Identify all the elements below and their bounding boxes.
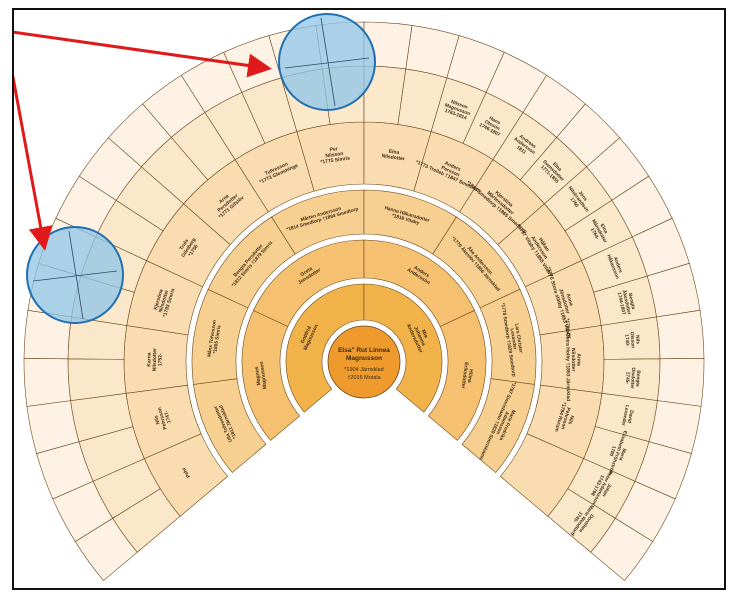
ring-parents-segment[interactable] (285, 283, 365, 413)
ring-gen5-segment[interactable] (67, 358, 127, 401)
root-died: †2016 Motala (347, 375, 381, 381)
gen4-label: Pehr (181, 466, 192, 479)
gen4-label: NilsPehrsson1747- (151, 405, 174, 432)
root-name: Elsa" Rut Linnea Magnusson (338, 347, 390, 362)
gen4-label: KarnaNilsdotter1752- (146, 348, 163, 372)
grandparent-label: MagnusMagnusson (253, 361, 268, 390)
root-circle[interactable] (327, 325, 401, 399)
grandparent-label: HilmaEriksdotter (460, 362, 475, 390)
ring-gen6-segment[interactable] (590, 517, 654, 581)
fan-chart: GottfridMagnusson MiaJohannaAndersdotterM… (14, 13, 705, 581)
gen4-label: PerNilsson*1775 Simris (319, 145, 351, 166)
highlights (26, 13, 376, 324)
ring-grandparents-segment[interactable] (427, 310, 487, 441)
ring-great-grandparents-segment[interactable] (461, 378, 535, 473)
highlight-divider (68, 230, 84, 320)
gen4-label: AnnaNilsdotter*1782 Östra Holby †1853 Jä… (564, 318, 582, 401)
gen5-label: NilsOlsson1740- (623, 331, 641, 349)
gen5-label: NilssonMagnusson1763-1814 (442, 97, 473, 122)
gen5-label: AndreasAndersson1811 (509, 132, 539, 160)
gen5-label: BengtaOlsdotter1745- (624, 367, 642, 389)
gen4-label: ArnePersdotter*1771 Gifslöv (210, 187, 245, 220)
root-born: *1904 Järnsklad (344, 367, 383, 373)
image-frame: GottfridMagnusson MiaJohannaAndersdotter M… (12, 8, 726, 590)
gen5-label: ElnaMånsdotter1764- (586, 216, 613, 247)
ring-gen6-segment[interactable] (23, 357, 71, 407)
highlight-divider (32, 270, 118, 282)
ring-gen6-segment[interactable] (656, 309, 705, 360)
root-person[interactable]: Elsa" Rut Linnea Magnusson *1904 Järnskla… (327, 325, 401, 399)
gen5-label: DavidLexander (620, 404, 635, 427)
arrows (14, 30, 272, 251)
highlight-divider (284, 57, 370, 69)
arrow-to-left-circle (14, 74, 53, 251)
highlight-circle-left (26, 226, 124, 324)
highlight-circle-top (278, 13, 376, 111)
gen4-label: ElnaNilsdotter (381, 148, 406, 163)
gen5-label: BengtaÅkesdotter1744-1807 (615, 288, 637, 316)
ring-gen6-segment[interactable] (657, 357, 705, 407)
highlight-divider (320, 17, 336, 107)
ring-parents-segment[interactable] (363, 283, 443, 413)
arrow-to-top-circle (14, 30, 272, 78)
fan-rings (23, 21, 705, 581)
